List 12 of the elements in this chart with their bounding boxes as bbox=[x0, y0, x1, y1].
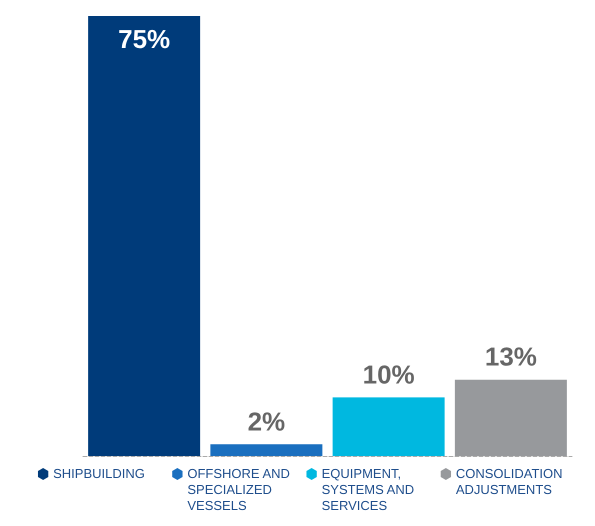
x-tick-label: CONSOLIDATION ADJUSTMENTS bbox=[456, 466, 564, 498]
bar bbox=[454, 380, 567, 456]
data-label: 75% bbox=[118, 24, 170, 54]
x-tick-label: OFFSHORE AND SPECIALIZED VESSELS bbox=[187, 466, 291, 514]
x-tick-label: SHIPBUILDING bbox=[53, 466, 146, 482]
bar bbox=[332, 397, 445, 456]
bar bbox=[210, 444, 322, 456]
x-tick-label: EQUIPMENT, SYSTEMS AND SERVICES bbox=[322, 466, 416, 514]
bar bbox=[88, 16, 200, 456]
data-label: 2% bbox=[248, 406, 286, 436]
data-label: 13% bbox=[484, 342, 537, 372]
data-label: 10% bbox=[362, 359, 415, 390]
